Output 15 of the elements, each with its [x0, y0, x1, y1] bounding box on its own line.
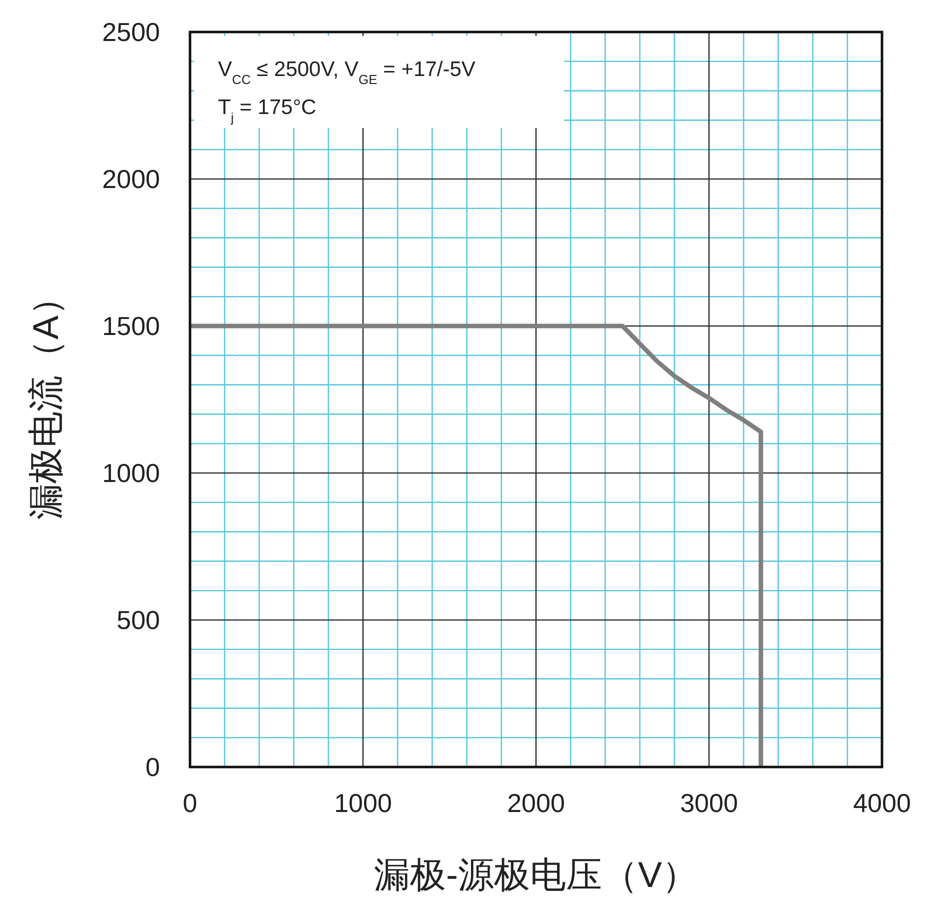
x-tick-label: 2000	[507, 788, 565, 818]
y-tick-label: 2000	[102, 164, 160, 194]
y-tick-label: 1000	[102, 458, 160, 488]
y-tick-label: 1500	[102, 311, 160, 341]
y-tick-label: 0	[146, 752, 160, 782]
y-tick-label: 500	[116, 605, 160, 635]
y-axis-title: 漏极电流（A）	[25, 279, 66, 520]
x-tick-label: 0	[182, 788, 198, 818]
annotation: V$_{CC}$ ≤ 2500V, V$_{GE}$ = +17/-5V	[218, 58, 476, 86]
annotation: T$_{j}$ = 175°C	[218, 96, 316, 124]
y-tick-label: 2500	[102, 17, 160, 47]
x-tick-label: 4000	[853, 788, 911, 818]
x-tick-label: 3000	[680, 788, 738, 818]
x-tick-label: 1000	[334, 788, 392, 818]
x-axis-title: 漏极-源极电压（V）	[374, 854, 698, 895]
